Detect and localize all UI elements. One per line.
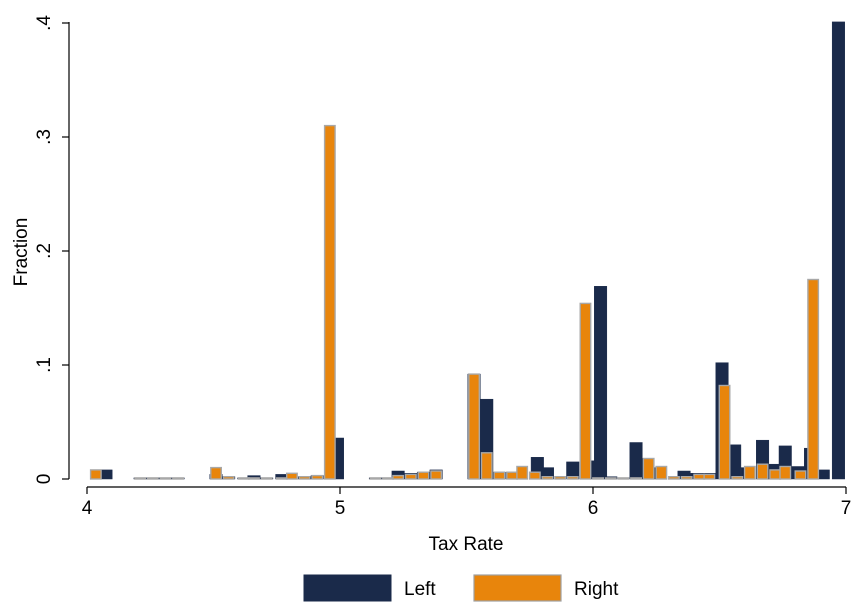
bar-right <box>680 476 693 480</box>
bar-right <box>222 476 235 480</box>
bar-right <box>731 476 744 480</box>
bar-right <box>506 471 518 480</box>
bar-right <box>528 471 541 480</box>
bar-right <box>743 465 756 480</box>
y-axis-title: Fraction <box>11 218 32 287</box>
bar-right <box>604 477 617 480</box>
legend-swatch-right <box>473 574 562 602</box>
bar-right <box>210 466 223 480</box>
bar-right <box>417 471 430 480</box>
bar-right <box>693 473 706 480</box>
bar-left <box>594 286 608 480</box>
bar-right <box>779 465 792 480</box>
bar-right <box>794 470 807 480</box>
bar-right <box>554 476 567 480</box>
bar-left <box>831 21 845 480</box>
bar-right <box>382 477 394 480</box>
x-axis-title: Tax Rate <box>429 534 504 555</box>
bar-right <box>369 477 382 480</box>
bar-right <box>579 302 592 480</box>
bar-right <box>480 452 493 480</box>
bar-right <box>392 474 405 480</box>
bar-right <box>298 476 311 480</box>
bar-right <box>286 472 298 480</box>
y-tick-label: .2 <box>34 243 55 259</box>
y-tick-label: .3 <box>34 129 55 145</box>
bar-right <box>260 477 273 480</box>
y-tick-label: .1 <box>34 357 55 373</box>
bar-right <box>642 457 655 480</box>
legend-label-left: Left <box>404 579 436 600</box>
bar-right <box>237 477 250 480</box>
bar-right <box>718 384 731 480</box>
legend: Left Right <box>303 574 619 602</box>
bar-right <box>630 477 642 480</box>
bar-right <box>89 469 102 480</box>
bar-right <box>493 471 506 480</box>
bar-right <box>134 477 147 480</box>
bar-right <box>430 470 443 480</box>
bar-right <box>311 474 324 480</box>
series-right-bars <box>89 124 820 480</box>
y-axis-ticks: 0 .1 .2 .3 .4 <box>34 15 69 485</box>
bar-right <box>468 373 480 480</box>
x-tick-label: 7 <box>841 498 852 519</box>
x-tick-label: 5 <box>335 498 346 519</box>
bar-right <box>247 477 260 480</box>
x-tick-label: 4 <box>82 498 93 519</box>
bar-right <box>516 465 529 480</box>
bar-right <box>756 463 769 480</box>
bar-right <box>404 473 417 480</box>
x-axis-ticks: 4 5 6 7 <box>82 487 852 519</box>
y-tick-label: 0 <box>34 474 55 485</box>
bar-right <box>655 465 668 480</box>
bar-right <box>146 477 159 480</box>
x-tick-label: 6 <box>588 498 599 519</box>
bar-right <box>703 473 716 480</box>
bar-right <box>323 124 336 480</box>
bar-right <box>275 477 288 480</box>
legend-swatch-left <box>303 574 392 602</box>
bar-right <box>541 476 554 480</box>
bar-right <box>159 477 172 480</box>
bar-right <box>668 476 680 480</box>
bar-right <box>807 278 820 480</box>
bar-right <box>172 477 185 480</box>
bar-right <box>617 477 630 480</box>
y-tick-label: .4 <box>34 15 55 31</box>
bar-right <box>592 477 604 480</box>
bar-right <box>566 476 579 480</box>
bar-right <box>769 469 782 480</box>
legend-label-right: Right <box>574 579 619 600</box>
